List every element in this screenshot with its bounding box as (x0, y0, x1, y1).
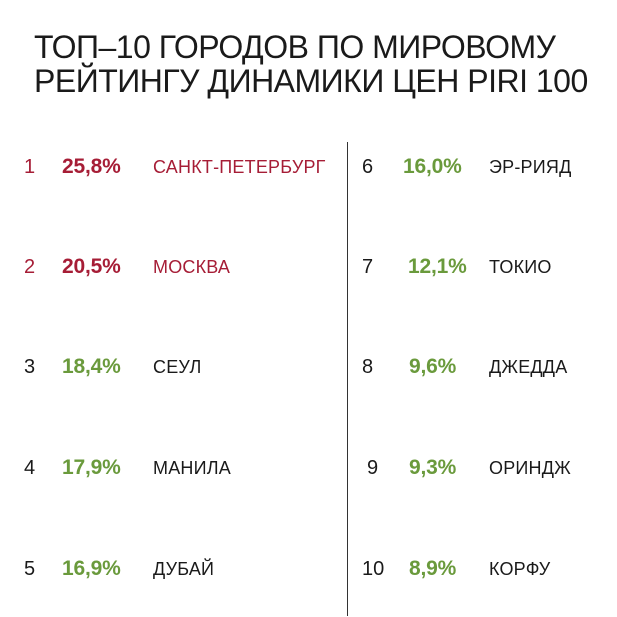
rank-number: 5 (24, 557, 36, 580)
ranking-row-2: 2 20,5% МОСКВА (0, 250, 347, 284)
percent-value: 18,4% (62, 355, 121, 378)
city-name: САНКТ-ПЕТЕРБУРГ (153, 156, 326, 177)
percent-value: 25,8% (62, 155, 121, 178)
ranking-row-4: 4 17,9% МАНИЛА (0, 451, 347, 485)
percent-value: 8,9% (409, 557, 457, 580)
page-title: ТОП–10 ГОРОДОВ ПО МИРОВОМУ РЕЙТИНГУ ДИНА… (34, 30, 594, 98)
ranking-row-3: 3 18,4% СЕУЛ (0, 350, 347, 384)
percent-value: 16,0% (403, 155, 462, 178)
city-name: ТОКИО (489, 256, 552, 277)
city-name: ОРИНДЖ (489, 457, 571, 478)
rank-number: 8 (362, 355, 374, 378)
city-name: МОСКВА (153, 256, 231, 277)
column-divider (347, 142, 348, 616)
city-name: ДУБАЙ (153, 558, 215, 579)
rank-number: 10 (362, 557, 385, 580)
ranking-row-6: 6 16,0% ЭР-РИЯД (0, 150, 617, 184)
rank-number: 2 (24, 255, 36, 278)
rank-number: 1 (24, 155, 36, 178)
city-name: СЕУЛ (153, 356, 202, 377)
rank-number: 9 (367, 456, 379, 479)
percent-value: 16,9% (62, 557, 121, 580)
percent-value: 20,5% (62, 255, 121, 278)
percent-value: 9,3% (409, 456, 457, 479)
rank-number: 7 (362, 255, 374, 278)
title-line-1: ТОП–10 ГОРОДОВ ПО МИРОВОМУ (34, 29, 556, 65)
ranking-row-9: 9 9,3% ОРИНДЖ (0, 451, 617, 485)
city-name: МАНИЛА (153, 457, 231, 478)
percent-value: 17,9% (62, 456, 121, 479)
rank-number: 3 (24, 355, 36, 378)
rank-number: 4 (24, 456, 36, 479)
city-name: КОРФУ (489, 558, 551, 579)
ranking-row-8: 8 9,6% ДЖЕДДА (0, 350, 617, 384)
ranking-row-1: 1 25,8% САНКТ-ПЕТЕРБУРГ (0, 150, 347, 184)
ranking-row-7: 7 12,1% ТОКИО (0, 250, 617, 284)
percent-value: 9,6% (409, 355, 457, 378)
rank-number: 6 (362, 155, 374, 178)
percent-value: 12,1% (408, 255, 467, 278)
city-name: ЭР-РИЯД (489, 156, 572, 177)
ranking-row-5: 5 16,9% ДУБАЙ (0, 552, 347, 586)
city-name: ДЖЕДДА (489, 356, 568, 377)
ranking-row-10: 10 8,9% КОРФУ (0, 552, 617, 586)
title-line-2: РЕЙТИНГУ ДИНАМИКИ ЦЕН PIRI 100 (34, 63, 588, 99)
